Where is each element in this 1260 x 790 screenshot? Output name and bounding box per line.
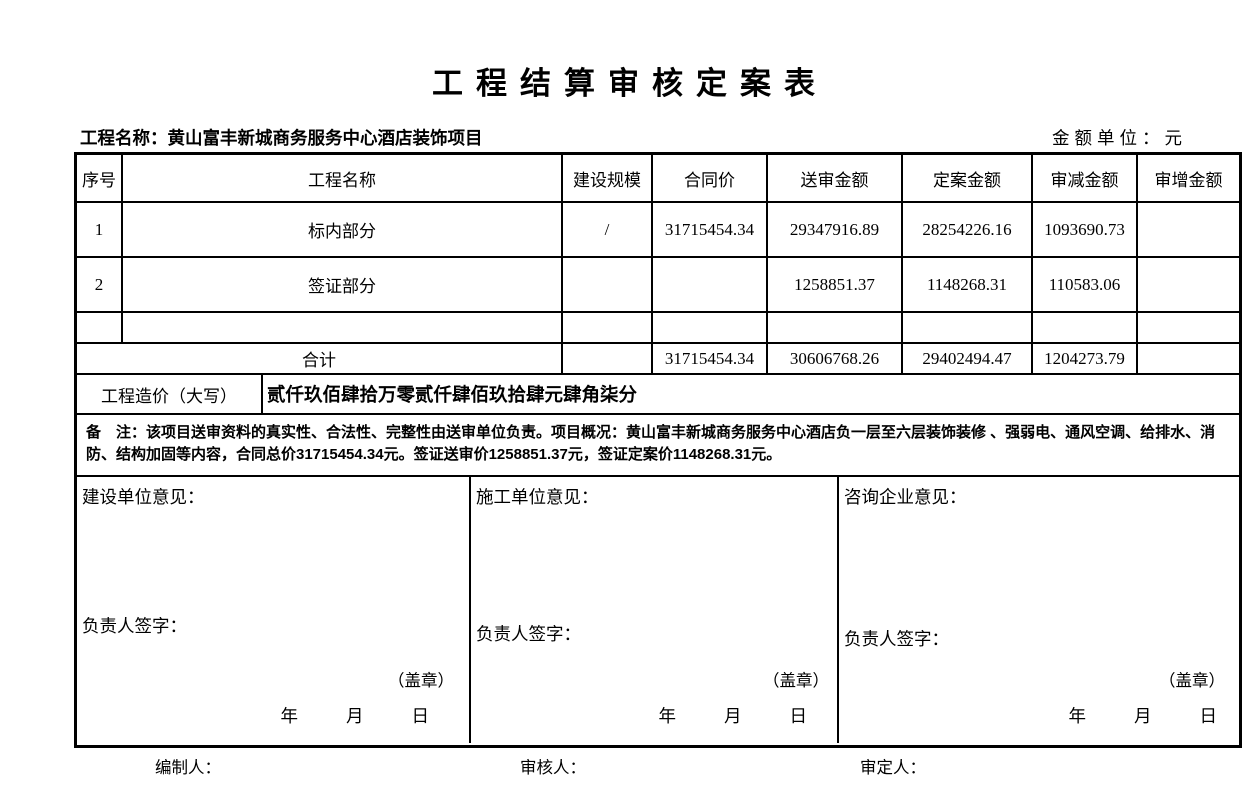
- header-reduced-amount: 审减金额: [1031, 155, 1138, 203]
- header-scale: 建设规模: [561, 155, 653, 203]
- cell-submitted: [766, 311, 903, 344]
- total-final: 29402494.47: [901, 342, 1033, 373]
- date-month-label: 月: [346, 706, 364, 726]
- opinion-construction-unit: 建设单位意见： 负责人签字： （盖章） 年 月 日: [77, 477, 469, 743]
- date-line: 年 月 日: [77, 703, 469, 728]
- total-increased: [1136, 342, 1239, 373]
- opinion-title: 建设单位意见：: [82, 487, 205, 507]
- footer-preparer-label: 编制人：: [155, 758, 221, 777]
- cell-name: [121, 311, 563, 344]
- total-row: 合计 31715454.34 30606768.26 29402494.47 1…: [77, 342, 1239, 373]
- cell-seq: 2: [77, 256, 123, 313]
- cell-reduced: [1031, 311, 1138, 344]
- sign-label: 负责人签字：: [476, 624, 581, 644]
- cell-final: [901, 311, 1033, 344]
- table-row: 2 签证部分 1258851.37 1148268.31 110583.06: [77, 256, 1239, 313]
- table-row: 1 标内部分 / 31715454.34 29347916.89 2825422…: [77, 201, 1239, 258]
- footer-reviewer-label: 审核人：: [520, 758, 586, 777]
- header-increased-amount: 审增金额: [1136, 155, 1239, 203]
- opinion-title: 咨询企业意见：: [844, 487, 967, 507]
- date-day-label: 日: [1199, 706, 1218, 726]
- opinion-consulting-enterprise: 咨询企业意见： 负责人签字： （盖章） 年 月 日: [837, 477, 1239, 743]
- total-scale: [561, 342, 653, 373]
- date-day-label: 日: [789, 706, 808, 726]
- seal-label: （盖章）: [1159, 671, 1225, 690]
- date-year-label: 年: [280, 706, 299, 726]
- cost-in-words-value: 贰仟玖佰肆拾万零贰仟肆佰玖拾肆元肆角柒分: [267, 384, 638, 405]
- total-label: 合计: [77, 342, 563, 373]
- cell-name: 标内部分: [121, 201, 563, 258]
- total-submitted: 30606768.26: [766, 342, 903, 373]
- opinion-title: 施工单位意见：: [476, 487, 599, 507]
- header-submitted-amount: 送审金额: [766, 155, 903, 203]
- date-year-label: 年: [1068, 706, 1087, 726]
- opinions-section: 建设单位意见： 负责人签字： （盖章） 年 月 日 施工单位意见： 负责人签字：…: [77, 475, 1239, 743]
- header-final-amount: 定案金额: [901, 155, 1033, 203]
- cell-increased: [1136, 256, 1239, 313]
- date-line: 年 月 日: [471, 703, 837, 728]
- remark-text: 备 注：该项目送审资料的真实性、合法性、完整性由送审单位负责。项目概况：黄山富丰…: [77, 413, 1239, 475]
- total-contract: 31715454.34: [651, 342, 768, 373]
- cell-increased: [1136, 311, 1239, 344]
- header-seq: 序号: [77, 155, 123, 203]
- cell-submitted: 29347916.89: [766, 201, 903, 258]
- project-name-line: 工程名称：黄山富丰新城商务服务中心酒店装饰项目: [80, 128, 483, 148]
- cell-contract: [651, 256, 768, 313]
- footer-approver-label: 审定人：: [860, 758, 926, 777]
- header-contract-price: 合同价: [651, 155, 768, 203]
- settlement-table: 序号 工程名称 建设规模 合同价 送审金额 定案金额 审减金额 审增金额 1 标…: [77, 155, 1239, 373]
- sign-label: 负责人签字：: [844, 629, 949, 649]
- cell-contract: [651, 311, 768, 344]
- date-month-label: 月: [724, 706, 742, 726]
- seal-label: （盖章）: [388, 671, 454, 690]
- header-project-name: 工程名称: [121, 155, 563, 203]
- cell-seq: [77, 311, 123, 344]
- table-header-row: 序号 工程名称 建设规模 合同价 送审金额 定案金额 审减金额 审增金额: [77, 155, 1239, 203]
- cost-in-words-row: 工程造价（大写） 贰仟玖佰肆拾万零贰仟肆佰玖拾肆元肆角柒分: [77, 373, 1239, 413]
- date-line: 年 月 日: [839, 703, 1239, 728]
- cost-in-words-label: 工程造价（大写）: [77, 375, 263, 413]
- cell-seq: 1: [77, 201, 123, 258]
- cell-final: 1148268.31: [901, 256, 1033, 313]
- seal-label: （盖章）: [763, 671, 829, 690]
- cell-scale: [561, 256, 653, 313]
- settlement-sheet: 序号 工程名称 建设规模 合同价 送审金额 定案金额 审减金额 审增金额 1 标…: [74, 152, 1242, 748]
- cell-reduced: 110583.06: [1031, 256, 1138, 313]
- cell-contract: 31715454.34: [651, 201, 768, 258]
- opinion-contractor-unit: 施工单位意见： 负责人签字： （盖章） 年 月 日: [469, 477, 837, 743]
- sign-label: 负责人签字：: [82, 616, 187, 636]
- cell-scale: /: [561, 201, 653, 258]
- cell-final: 28254226.16: [901, 201, 1033, 258]
- page-title: 工程结算审核定案表: [432, 66, 828, 101]
- cell-scale: [561, 311, 653, 344]
- date-day-label: 日: [411, 706, 430, 726]
- cell-reduced: 1093690.73: [1031, 201, 1138, 258]
- table-row-empty: [77, 311, 1239, 344]
- amount-unit-note: 金额单位：元: [1052, 128, 1187, 148]
- cell-name: 签证部分: [121, 256, 563, 313]
- total-reduced: 1204273.79: [1031, 342, 1138, 373]
- cell-increased: [1136, 201, 1239, 258]
- cell-submitted: 1258851.37: [766, 256, 903, 313]
- date-year-label: 年: [658, 706, 677, 726]
- date-month-label: 月: [1134, 706, 1152, 726]
